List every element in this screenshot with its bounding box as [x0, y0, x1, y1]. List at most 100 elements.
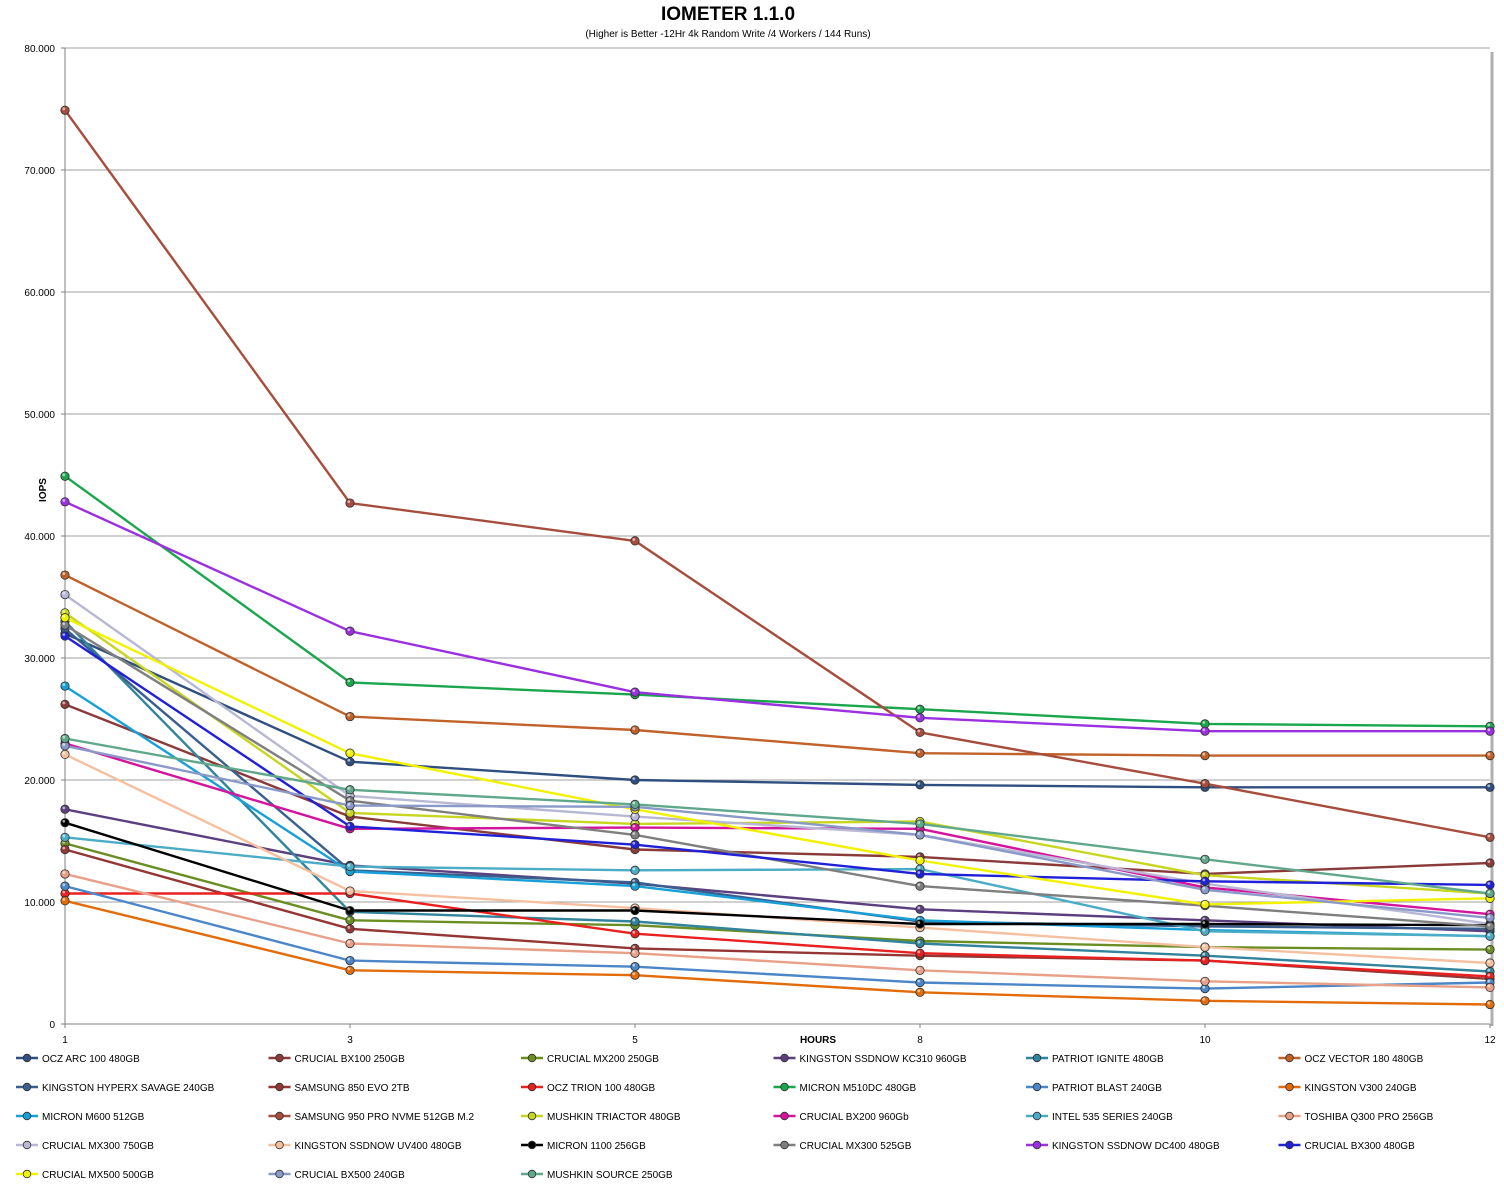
data-point-highlight — [62, 572, 66, 576]
legend-swatch-marker — [1032, 1140, 1042, 1150]
data-point-highlight — [632, 907, 636, 911]
legend-label: CRUCIAL BX500 240GB — [295, 1170, 406, 1181]
series-line — [64, 475, 1491, 728]
x-tick-label: 8 — [917, 1035, 923, 1046]
data-point-highlight — [347, 797, 351, 801]
data-point — [1200, 919, 1210, 929]
legend-item-crucial-bx100-250gb: CRUCIAL BX100 250GB — [268, 1053, 405, 1065]
data-point-highlight — [632, 867, 636, 871]
data-point — [60, 631, 70, 641]
data-point — [630, 948, 640, 958]
series-lines — [60, 105, 1495, 1010]
series-line — [65, 892, 1491, 978]
legend-label: CRUCIAL MX500 500GB — [42, 1170, 154, 1181]
data-point — [345, 905, 355, 916]
legend-swatch-marker — [1032, 1053, 1042, 1063]
series-line — [64, 703, 1491, 876]
data-point-highlight — [347, 802, 351, 806]
series-line — [64, 611, 1491, 895]
data-point — [345, 785, 355, 795]
series-line — [64, 808, 1491, 933]
data-point — [1200, 885, 1210, 895]
data-point-highlight — [347, 628, 351, 632]
legend-item-samsung-850-evo-2tb: SAMSUNG 850 EVO 2TB — [268, 1082, 410, 1094]
data-point-highlight — [632, 841, 636, 845]
data-point-highlight — [632, 950, 636, 954]
data-point — [345, 711, 355, 722]
data-point — [60, 613, 70, 623]
legend-label: MICRON M510DC 480GB — [800, 1083, 917, 1094]
data-point-highlight — [1202, 928, 1206, 932]
data-point — [345, 955, 355, 966]
series-line — [64, 620, 1491, 973]
legend-item-kingston-ssdnow-uv400-480gb: KINGSTON SSDNOW UV400 480GB — [268, 1140, 462, 1152]
legend-item-samsung-950-pro-nvme-512gb-m-2: SAMSUNG 950 PRO NVME 512GB M.2 — [268, 1111, 474, 1123]
data-point — [1200, 996, 1210, 1006]
data-point — [1485, 880, 1495, 890]
series-line — [64, 884, 1491, 990]
series-line — [64, 872, 1491, 989]
data-point-highlight — [347, 926, 351, 929]
data-point — [60, 105, 70, 115]
legend: OCZ ARC 100 480GB CRUCIAL BX100 250GB CRUC… — [16, 1053, 1434, 1181]
legend-swatch-marker — [1285, 1140, 1294, 1150]
data-point-highlight — [1487, 979, 1491, 983]
series-line — [64, 744, 1491, 920]
legend-label: KINGSTON V300 240GB — [1305, 1083, 1417, 1094]
legend-label: INTEL 535 SERIES 240GB — [1052, 1112, 1173, 1123]
legend-item-crucial-bx300-480gb: CRUCIAL BX300 480GB — [1278, 1140, 1415, 1152]
data-point-highlight — [347, 863, 351, 867]
legend-swatch-marker — [780, 1053, 789, 1063]
data-point-highlight — [632, 972, 636, 976]
data-point-highlight — [917, 950, 921, 954]
data-point-highlight — [1487, 984, 1491, 988]
series-intel-535-series-240gb — [60, 832, 1495, 941]
data-point-highlight — [1202, 887, 1206, 890]
legend-item-crucial-mx300-525gb: CRUCIAL MX300 525GB — [773, 1140, 912, 1152]
data-point-highlight — [1202, 957, 1206, 961]
x-tick-label: 10 — [1199, 1035, 1211, 1046]
data-point-highlight — [62, 633, 66, 637]
series-kingston-v300-240gb — [60, 896, 1495, 1010]
data-point — [1200, 854, 1210, 864]
data-point-highlight — [1202, 978, 1206, 982]
data-point-highlight — [1487, 915, 1491, 918]
data-point-highlight — [1487, 723, 1491, 727]
series-line — [64, 500, 1490, 733]
data-point-highlight — [917, 883, 921, 887]
legend-item-patriot-blast-240gb: PATRIOT BLAST 240GB — [1026, 1082, 1162, 1094]
series-line — [64, 742, 1491, 916]
data-point-highlight — [632, 945, 636, 949]
data-point — [915, 881, 925, 891]
data-point-highlight — [347, 888, 351, 892]
data-point-highlight — [1487, 946, 1491, 950]
data-point — [60, 733, 70, 744]
data-point — [1485, 782, 1495, 792]
data-point — [1200, 976, 1210, 986]
data-point — [60, 844, 70, 855]
legend-item-mushkin-source-250gb: MUSHKIN SOURCE 250GB — [521, 1169, 673, 1181]
data-point — [1485, 999, 1495, 1010]
data-point — [915, 965, 925, 975]
data-point-highlight — [1202, 752, 1206, 756]
data-point-highlight — [1202, 856, 1206, 860]
chart-subtitle: (Higher is Better -12Hr 4k Random Write … — [585, 29, 870, 40]
data-point-highlight — [1202, 901, 1206, 905]
data-point-highlight — [1487, 923, 1491, 927]
legend-item-kingston-ssdnow-dc400-480gb: KINGSTON SSDNOW DC400 480GB — [1026, 1140, 1220, 1152]
data-point-highlight — [347, 679, 351, 683]
series-line — [64, 899, 1491, 1006]
data-point-highlight — [347, 967, 351, 971]
data-point — [345, 626, 355, 636]
legend-swatch-marker — [527, 1111, 537, 1121]
legend-swatch-marker — [275, 1082, 284, 1092]
data-point — [630, 799, 640, 810]
legend-label: MICRON 1100 256GB — [547, 1141, 646, 1152]
data-point — [1485, 931, 1495, 941]
data-point-highlight — [347, 917, 351, 921]
y-tick-label: 10.000 — [24, 898, 55, 909]
data-point — [630, 840, 640, 850]
series-line — [64, 632, 1490, 789]
data-point — [915, 919, 925, 929]
